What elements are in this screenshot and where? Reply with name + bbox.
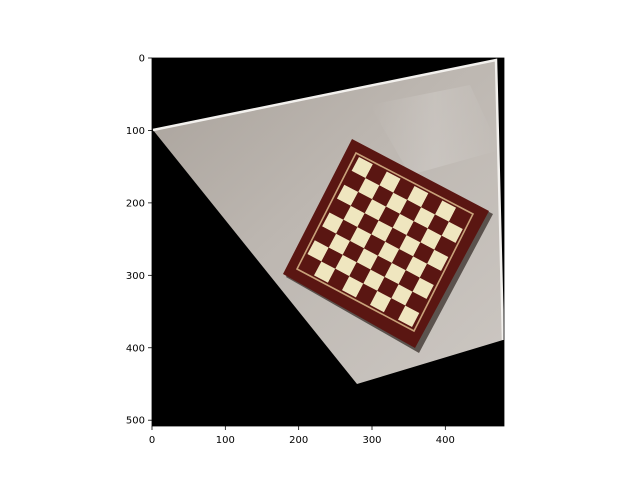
board-square	[307, 240, 329, 262]
board-square	[329, 198, 351, 220]
board-square	[365, 164, 387, 186]
board-square	[314, 226, 337, 248]
board-square	[357, 213, 379, 235]
board-square	[370, 290, 392, 313]
board-square	[344, 170, 366, 192]
table-glare	[370, 85, 500, 175]
board-square	[399, 235, 421, 257]
board-square	[328, 268, 350, 291]
x-tick-label: 400	[436, 435, 455, 446]
axes-frame	[151, 57, 505, 427]
board-square	[377, 241, 400, 263]
board-square	[314, 261, 336, 283]
board-square	[419, 263, 441, 285]
board-square	[427, 214, 449, 236]
board-square	[421, 193, 443, 215]
board-square	[412, 277, 434, 299]
y-tick-label: 200	[126, 198, 145, 209]
board-square	[356, 248, 378, 270]
board-square	[384, 298, 406, 320]
board-square	[370, 255, 392, 277]
chessboard	[283, 139, 493, 353]
x-tick-label: 100	[216, 435, 235, 446]
board-square	[321, 247, 343, 269]
board-square	[435, 200, 457, 222]
board-square	[391, 284, 413, 306]
board-square	[398, 305, 420, 327]
board-square	[350, 192, 373, 214]
board-square	[349, 262, 371, 284]
board-square	[399, 199, 422, 222]
board-square	[407, 186, 429, 208]
board-square	[328, 233, 350, 255]
board-square	[351, 157, 373, 179]
board-square	[356, 283, 378, 305]
board-squares	[300, 157, 470, 327]
x-tick-label: 0	[149, 435, 155, 446]
x-axis: 0 100 200 300 400	[149, 426, 455, 446]
board-square	[386, 192, 408, 214]
board-square	[398, 270, 420, 292]
y-tick-label: 500	[126, 416, 145, 427]
board-square	[434, 235, 456, 257]
board-square	[371, 220, 393, 242]
board-square	[427, 249, 449, 271]
board-square	[391, 249, 414, 271]
board-square	[379, 171, 401, 193]
board-square	[336, 219, 358, 241]
y-tick-label: 400	[126, 343, 145, 354]
board-square	[364, 199, 386, 221]
board-square	[350, 227, 372, 249]
board-square	[413, 242, 435, 264]
board-square	[384, 263, 406, 285]
board-square	[343, 205, 365, 228]
board-square	[441, 221, 463, 243]
y-tick-label: 100	[126, 126, 145, 137]
board-square	[448, 207, 470, 229]
y-tick-label: 300	[126, 271, 145, 282]
board-square	[358, 178, 380, 200]
board-square	[405, 291, 427, 313]
board-square	[385, 227, 407, 250]
image-content	[152, 58, 504, 426]
board-square	[363, 269, 385, 291]
table-edge-highlight	[152, 58, 504, 341]
board-square	[378, 206, 400, 228]
board-inlay	[295, 151, 475, 333]
board-square	[342, 241, 364, 263]
y-tick-label: 0	[139, 54, 145, 65]
board-square	[364, 234, 386, 256]
x-tick-label: 300	[362, 435, 381, 446]
board-square	[377, 277, 399, 299]
board-square	[335, 254, 357, 277]
board-square	[405, 256, 428, 278]
x-tick-label: 200	[289, 435, 308, 446]
board-square	[342, 276, 364, 298]
board-square	[413, 207, 435, 229]
board-square	[300, 254, 322, 276]
board-square	[393, 178, 415, 200]
board-square	[322, 212, 344, 234]
board-square	[406, 221, 428, 243]
board-square	[392, 213, 414, 236]
board-square	[336, 184, 359, 206]
board-square	[372, 185, 394, 207]
board-square	[420, 228, 442, 250]
y-axis: 0 100 200 300 400 500	[126, 54, 152, 427]
